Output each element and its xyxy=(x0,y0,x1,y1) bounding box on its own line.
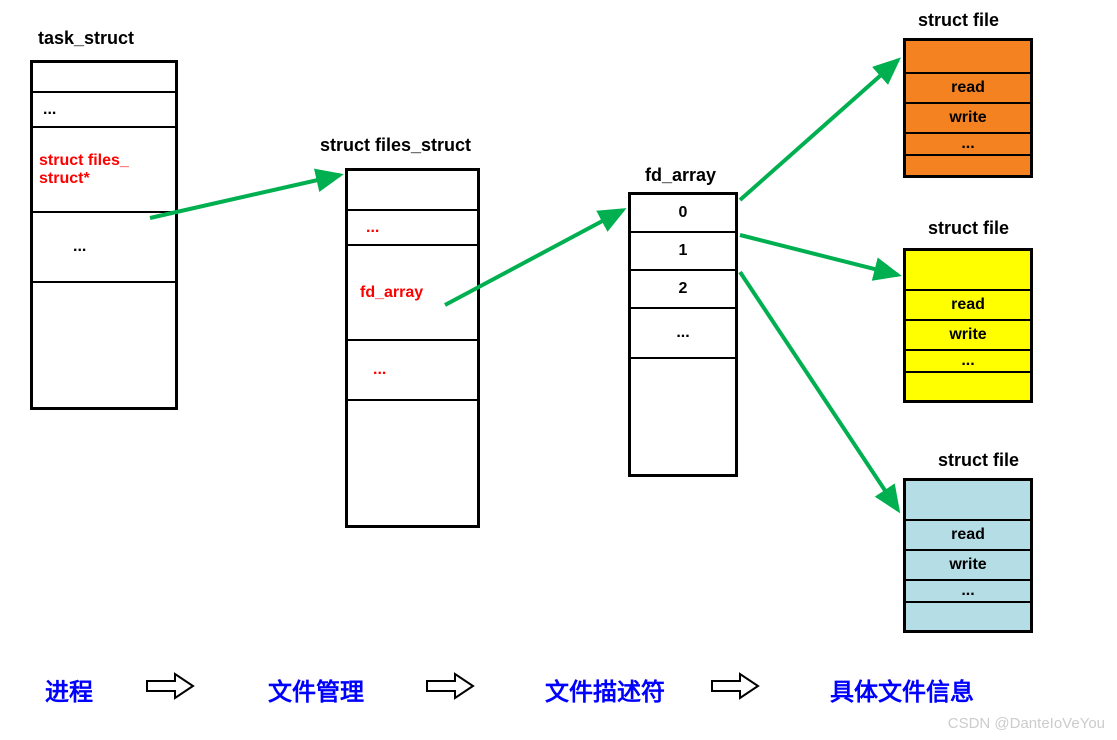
f1-empty2 xyxy=(906,156,1030,175)
fd-0: 0 xyxy=(631,195,735,233)
files-ptr-line2: struct* xyxy=(39,170,90,188)
files-struct-box: ... fd_array ... xyxy=(345,168,480,528)
fs-empty xyxy=(348,171,477,211)
struct-file-2: read write ... xyxy=(903,248,1033,403)
title-fd-array: fd_array xyxy=(645,165,716,186)
cell-empty2 xyxy=(33,283,175,407)
title-file-3: struct file xyxy=(938,450,1019,471)
label-file-info: 具体文件信息 xyxy=(830,672,974,707)
f3-dots: ... xyxy=(906,581,1030,603)
label-process: 进程 xyxy=(45,672,93,707)
cell-files-ptr: struct files_ struct* xyxy=(33,128,175,213)
label-fd: 文件描述符 xyxy=(545,672,665,707)
f2-dots: ... xyxy=(906,351,1030,373)
watermark: CSDN @DanteIoVeYou xyxy=(948,715,1105,732)
fd-array-box: 0 1 2 ... xyxy=(628,192,738,477)
f2-read: read xyxy=(906,291,1030,321)
f1-read: read xyxy=(906,74,1030,104)
f3-read: read xyxy=(906,521,1030,551)
hollow-arrow-3 xyxy=(710,672,760,700)
f1-write: write xyxy=(906,104,1030,134)
fs-dots2: ... xyxy=(348,341,477,401)
title-task-struct: task_struct xyxy=(38,28,134,49)
struct-file-3: read write ... xyxy=(903,478,1033,633)
fd-empty xyxy=(631,359,735,474)
fd-dots: ... xyxy=(631,309,735,359)
cell-dots2: ... xyxy=(33,213,175,283)
f1-empty xyxy=(906,41,1030,74)
fs-dots: ... xyxy=(348,211,477,246)
f3-write: write xyxy=(906,551,1030,581)
fd-1: 1 xyxy=(631,233,735,271)
f2-empty2 xyxy=(906,373,1030,400)
title-file-2: struct file xyxy=(928,218,1009,239)
cell-empty xyxy=(33,63,175,93)
fd-2: 2 xyxy=(631,271,735,309)
cell-dots: ... xyxy=(33,93,175,128)
files-ptr-line1: struct files_ xyxy=(39,152,129,170)
task-struct-box: ... struct files_ struct* ... xyxy=(30,60,178,410)
title-files-struct: struct files_struct xyxy=(320,135,471,156)
f3-empty xyxy=(906,481,1030,521)
f2-write: write xyxy=(906,321,1030,351)
f2-empty xyxy=(906,251,1030,291)
f1-dots: ... xyxy=(906,134,1030,156)
title-file-1: struct file xyxy=(918,10,999,31)
struct-file-1: read write ... xyxy=(903,38,1033,178)
hollow-arrow-2 xyxy=(425,672,475,700)
hollow-arrow-1 xyxy=(145,672,195,700)
fs-fd-array: fd_array xyxy=(348,246,477,341)
f3-empty2 xyxy=(906,603,1030,630)
fs-empty2 xyxy=(348,401,477,525)
label-file-mgmt: 文件管理 xyxy=(268,672,364,707)
